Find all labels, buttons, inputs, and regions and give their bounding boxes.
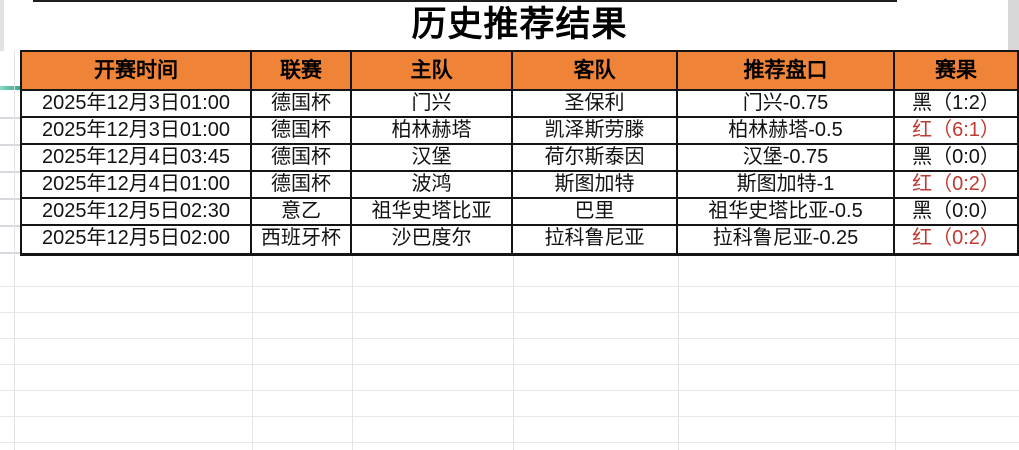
cell-result[interactable]: 黑（0:0） [895, 145, 1019, 172]
table-row: 2025年12月3日01:00 德国杯 柏林赫塔 凯泽斯劳滕 柏林赫塔-0.5 … [22, 118, 1019, 145]
cell-league[interactable]: 意乙 [252, 199, 352, 226]
cell-result[interactable]: 黑（1:2） [895, 91, 1019, 118]
cell-away-team[interactable]: 圣保利 [513, 91, 678, 118]
cell-match-time[interactable]: 2025年12月5日02:30 [22, 199, 252, 226]
cell-away-team[interactable]: 凯泽斯劳滕 [513, 118, 678, 145]
cell-handicap[interactable]: 柏林赫塔-0.5 [678, 118, 895, 145]
gridline-vertical [14, 50, 15, 450]
top-border-line [33, 0, 897, 2]
table-body: 2025年12月3日01:00 德国杯 门兴 圣保利 门兴-0.75 黑（1:2… [22, 91, 1019, 253]
results-table: 开赛时间 联赛 主队 客队 推荐盘口 赛果 2025年12月3日01:00 德国… [20, 50, 1019, 256]
cell-home-team[interactable]: 汉堡 [352, 145, 513, 172]
cell-away-team[interactable]: 巴里 [513, 199, 678, 226]
gridline-vertical [513, 256, 514, 450]
page-title[interactable]: 历史推荐结果 [411, 5, 628, 44]
header-cell-result[interactable]: 赛果 [895, 52, 1019, 91]
header-cell-match-time[interactable]: 开赛时间 [22, 52, 252, 91]
gridline-vertical [252, 256, 253, 450]
cell-home-team[interactable]: 门兴 [352, 91, 513, 118]
cell-away-team[interactable]: 斯图加特 [513, 172, 678, 199]
table-row: 2025年12月5日02:30 意乙 祖华史塔比亚 巴里 祖华史塔比亚-0.5 … [22, 199, 1019, 226]
cell-away-team[interactable]: 荷尔斯泰因 [513, 145, 678, 172]
table-row: 2025年12月4日01:00 德国杯 波鸿 斯图加特 斯图加特-1 红（0:2… [22, 172, 1019, 199]
cell-league[interactable]: 德国杯 [252, 118, 352, 145]
row-accent-mark [0, 86, 21, 90]
cell-match-time[interactable]: 2025年12月5日02:00 [22, 226, 252, 253]
cell-home-team[interactable]: 沙巴度尔 [352, 226, 513, 253]
cell-handicap[interactable]: 斯图加特-1 [678, 172, 895, 199]
header-cell-away-team[interactable]: 客队 [513, 52, 678, 91]
left-margin-gridlines [0, 92, 20, 255]
gridline-vertical [352, 256, 353, 450]
sheet-background-corner-left [0, 0, 4, 51]
cell-league[interactable]: 德国杯 [252, 172, 352, 199]
cell-match-time[interactable]: 2025年12月4日01:00 [22, 172, 252, 199]
cell-match-time[interactable]: 2025年12月4日03:45 [22, 145, 252, 172]
cell-home-team[interactable]: 祖华史塔比亚 [352, 199, 513, 226]
table-header-row: 开赛时间 联赛 主队 客队 推荐盘口 赛果 [22, 52, 1019, 91]
cell-away-team[interactable]: 拉科鲁尼亚 [513, 226, 678, 253]
table-row: 2025年12月4日03:45 德国杯 汉堡 荷尔斯泰因 汉堡-0.75 黑（0… [22, 145, 1019, 172]
header-cell-league[interactable]: 联赛 [252, 52, 352, 91]
cell-result[interactable]: 红（0:2） [895, 172, 1019, 199]
empty-cells-gridlines [0, 261, 1019, 450]
sheet-background-corner [1008, 0, 1019, 51]
table-row: 2025年12月3日01:00 德国杯 门兴 圣保利 门兴-0.75 黑（1:2… [22, 91, 1019, 118]
cell-league[interactable]: 德国杯 [252, 91, 352, 118]
cell-result[interactable]: 黑（0:0） [895, 199, 1019, 226]
cell-match-time[interactable]: 2025年12月3日01:00 [22, 118, 252, 145]
gridline-vertical [895, 256, 896, 450]
cell-handicap[interactable]: 门兴-0.75 [678, 91, 895, 118]
cell-handicap[interactable]: 拉科鲁尼亚-0.25 [678, 226, 895, 253]
cell-result[interactable]: 红（0:2） [895, 226, 1019, 253]
cell-handicap[interactable]: 祖华史塔比亚-0.5 [678, 199, 895, 226]
header-cell-handicap[interactable]: 推荐盘口 [678, 52, 895, 91]
cell-home-team[interactable]: 波鸿 [352, 172, 513, 199]
cell-league[interactable]: 西班牙杯 [252, 226, 352, 253]
cell-handicap[interactable]: 汉堡-0.75 [678, 145, 895, 172]
cell-home-team[interactable]: 柏林赫塔 [352, 118, 513, 145]
table-row: 2025年12月5日02:00 西班牙杯 沙巴度尔 拉科鲁尼亚 拉科鲁尼亚-0.… [22, 226, 1019, 253]
gridline-vertical [678, 256, 679, 450]
cell-match-time[interactable]: 2025年12月3日01:00 [22, 91, 252, 118]
header-cell-home-team[interactable]: 主队 [352, 52, 513, 91]
cell-league[interactable]: 德国杯 [252, 145, 352, 172]
cell-result[interactable]: 红（6:1） [895, 118, 1019, 145]
